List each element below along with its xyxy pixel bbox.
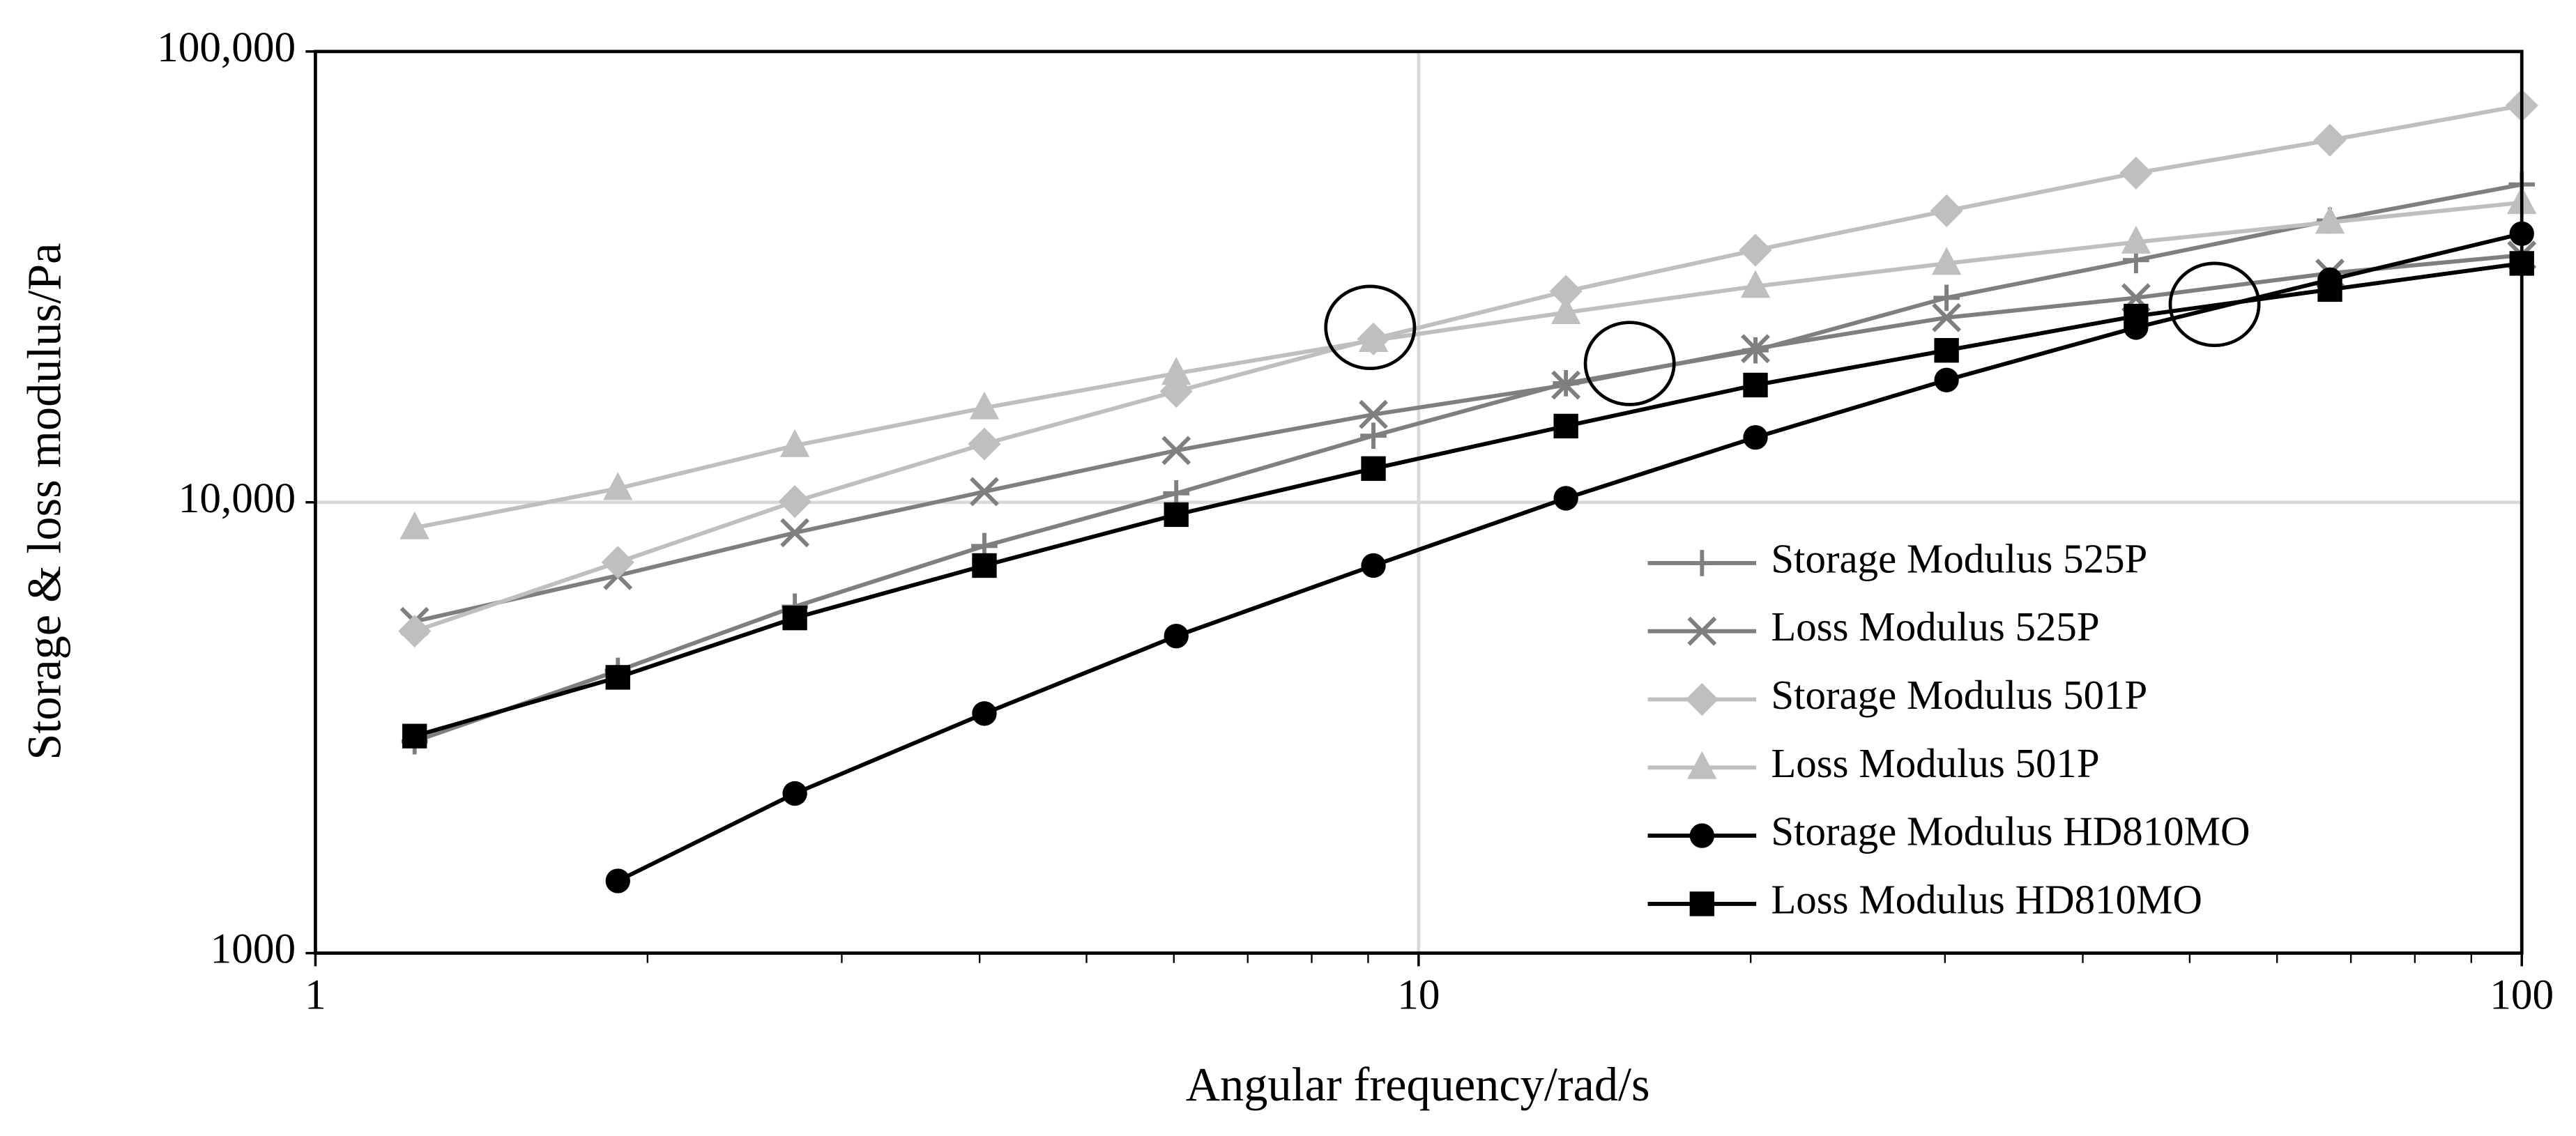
- marker: [1361, 456, 1386, 482]
- marker: [601, 546, 634, 579]
- marker: [1164, 502, 1189, 528]
- series: [399, 240, 2537, 636]
- marker: [970, 477, 999, 507]
- marker: [1685, 682, 1718, 716]
- marker: [1358, 323, 1389, 352]
- annotation-circle: [1583, 321, 1676, 406]
- marker: [782, 605, 807, 631]
- marker: [1689, 891, 1715, 916]
- plot-area: [398, 89, 2538, 893]
- marker: [1551, 370, 1581, 400]
- marker: [2317, 277, 2342, 302]
- series-line: [616, 231, 2522, 883]
- y-tick-label: 10,000: [178, 475, 296, 522]
- marker: [1930, 194, 1963, 228]
- marker: [1550, 295, 1581, 324]
- series-line: [414, 200, 2522, 530]
- marker: [1360, 422, 1387, 450]
- legend: Storage Modulus 525P Loss Modulus 525P Sto…: [1647, 536, 2250, 922]
- series-line: [414, 253, 2522, 624]
- marker: [968, 427, 1001, 461]
- marker: [1934, 367, 1959, 393]
- legend-label: Storage Modulus 525P: [1771, 536, 2147, 581]
- series: [398, 89, 2538, 648]
- marker: [782, 781, 807, 806]
- marker: [1932, 302, 1962, 332]
- marker: [2124, 303, 2149, 329]
- marker: [605, 665, 630, 690]
- marker: [402, 723, 427, 749]
- marker: [1359, 399, 1388, 429]
- marker: [603, 472, 633, 500]
- annotation-circle: [1324, 284, 1417, 371]
- marker: [399, 511, 429, 539]
- y-tick-label: 1000: [211, 926, 296, 973]
- marker: [2121, 225, 2151, 254]
- marker: [1739, 233, 1772, 267]
- marker: [1743, 372, 1768, 398]
- y-tick-label: 100,000: [157, 24, 296, 71]
- marker: [1553, 413, 1578, 439]
- marker: [2119, 156, 2153, 190]
- marker: [1931, 247, 1962, 275]
- x-tick-label: 1: [305, 972, 326, 1019]
- marker: [1740, 270, 1771, 298]
- marker: [1361, 553, 1386, 578]
- series-line: [413, 261, 2522, 739]
- marker: [398, 614, 432, 648]
- marker: [1164, 623, 1189, 649]
- marker: [1689, 823, 1715, 848]
- x-tick-label: 10: [1397, 972, 1440, 1019]
- y-axis-title: Storage & loss modulus/Pa: [17, 243, 70, 760]
- marker: [605, 868, 630, 893]
- series-line: [413, 103, 2522, 634]
- legend-label: Storage Modulus HD810MO: [1771, 809, 2250, 854]
- marker: [969, 391, 1000, 420]
- marker: [2315, 206, 2345, 234]
- x-tick-label: 100: [2490, 972, 2554, 1019]
- marker: [779, 429, 810, 457]
- legend-label: Loss Modulus 525P: [1771, 604, 2099, 650]
- series-line: [413, 182, 2522, 744]
- x-axis-title: Angular frequency/rad/s: [1186, 1058, 1650, 1111]
- annotation-circle: [2168, 261, 2261, 348]
- marker: [1553, 486, 1578, 511]
- marker: [1161, 357, 1191, 385]
- marker: [1933, 284, 1960, 312]
- legend-label: Loss Modulus HD810MO: [1771, 877, 2202, 922]
- series: [399, 186, 2537, 539]
- marker: [1687, 751, 1717, 779]
- legend-label: Loss Modulus 501P: [1771, 741, 2099, 786]
- marker: [972, 701, 997, 726]
- marker: [1689, 550, 1716, 576]
- legend-label: Storage Modulus 501P: [1771, 673, 2147, 718]
- marker: [1934, 338, 1959, 363]
- series: [605, 221, 2534, 893]
- marker: [1687, 616, 1717, 646]
- marker: [780, 518, 810, 548]
- marker: [1161, 436, 1191, 466]
- marker: [1163, 479, 1190, 507]
- marker: [2313, 123, 2347, 157]
- marker: [1743, 424, 1768, 450]
- marker: [778, 485, 811, 519]
- marker: [972, 553, 997, 578]
- marker: [1741, 334, 1770, 364]
